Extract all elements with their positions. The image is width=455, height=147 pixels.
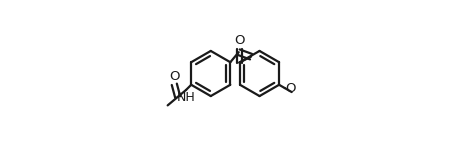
Text: O: O [169,70,180,83]
Text: O: O [234,34,245,47]
Text: NH: NH [177,91,196,103]
Text: O: O [285,82,296,95]
